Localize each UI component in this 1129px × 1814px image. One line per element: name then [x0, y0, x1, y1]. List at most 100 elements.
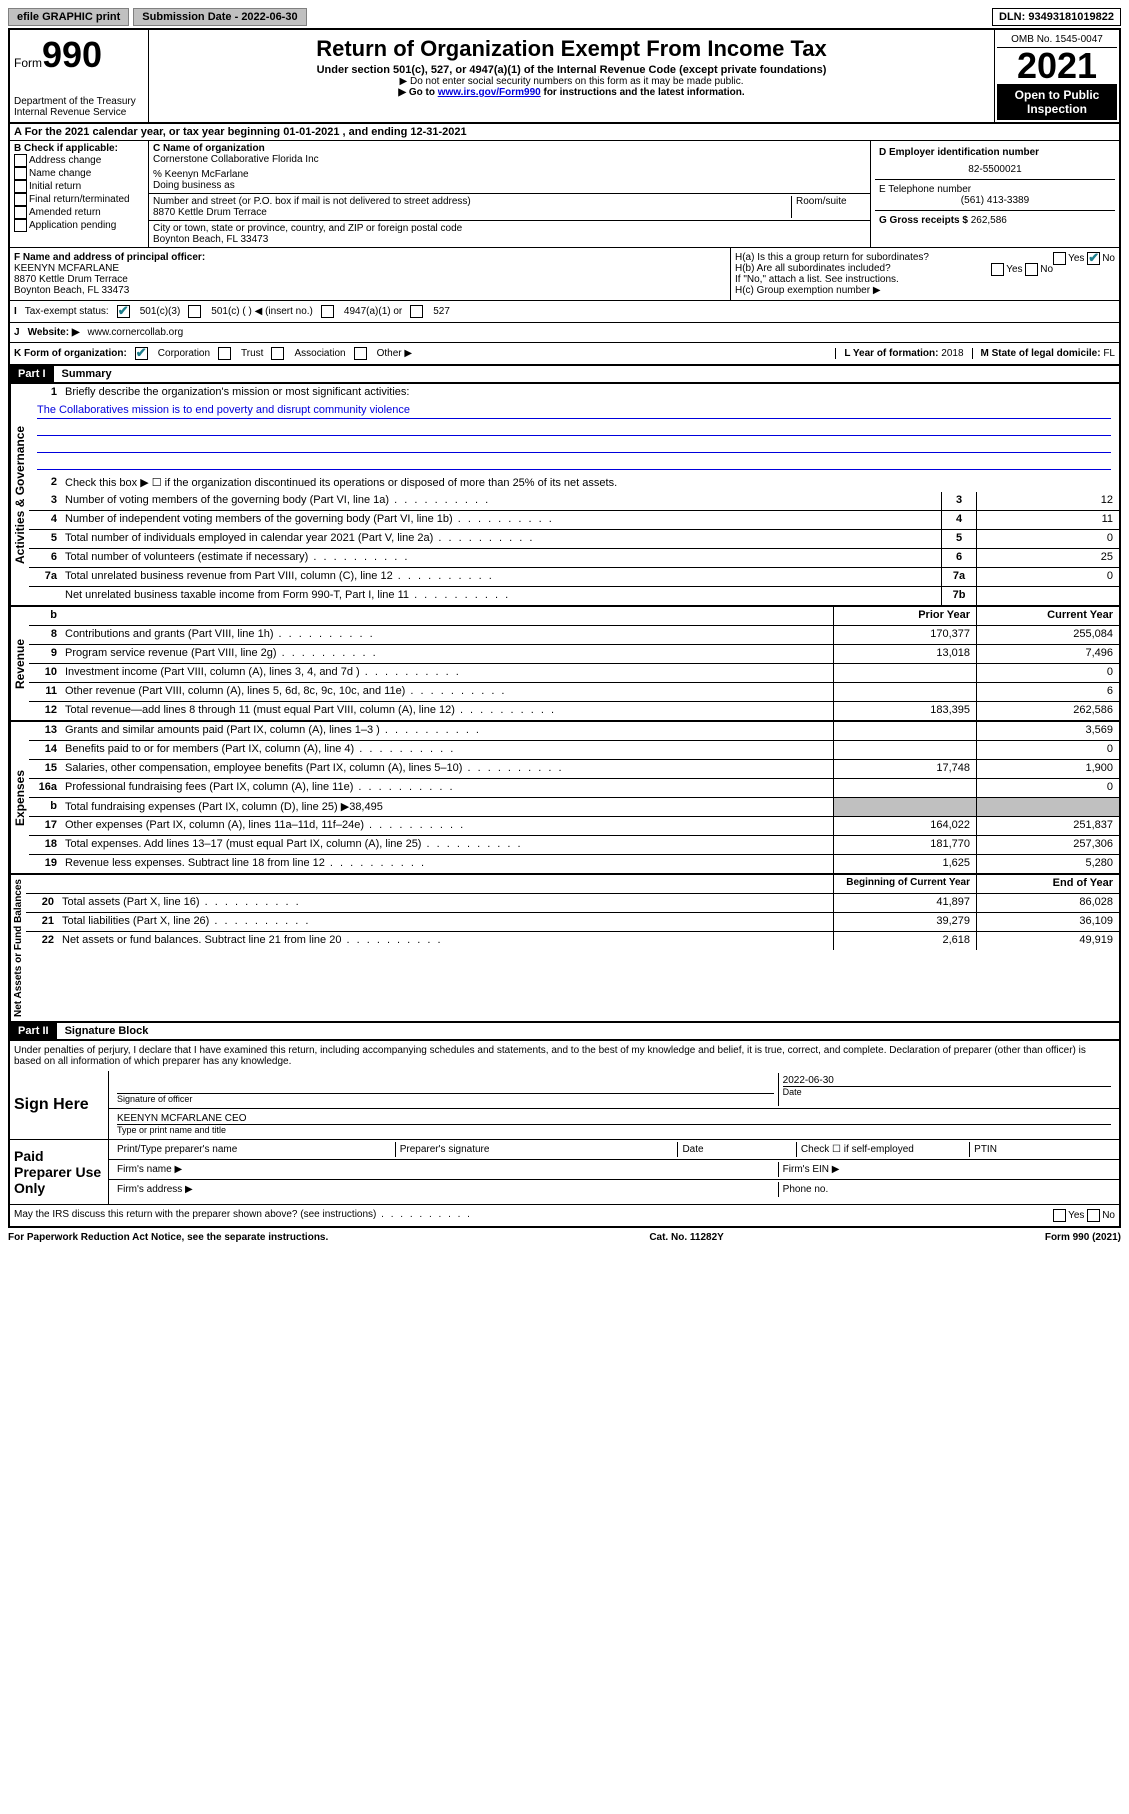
mission-blank	[37, 455, 1111, 470]
firm-addr-label: Firm's address ▶	[113, 1182, 779, 1197]
vert-governance: Activities & Governance	[10, 384, 29, 605]
line-num: 19	[29, 855, 61, 873]
prior-value: 13,018	[833, 645, 976, 663]
check-address[interactable]	[14, 154, 27, 167]
ha-yes[interactable]	[1053, 252, 1066, 265]
check-assoc[interactable]	[271, 347, 284, 360]
line-box: 5	[941, 530, 976, 548]
street-address: 8870 Kettle Drum Terrace	[153, 207, 791, 218]
gross-receipts-label: G Gross receipts $	[879, 215, 968, 226]
check-other[interactable]	[354, 347, 367, 360]
rev-section: Revenue b Prior Year Current Year 8 Cont…	[8, 607, 1121, 722]
current-value: 6	[976, 683, 1119, 701]
line-value: 11	[976, 511, 1119, 529]
efile-button[interactable]: efile GRAPHIC print	[8, 8, 129, 26]
discuss-label: May the IRS discuss this return with the…	[14, 1209, 472, 1222]
prior-value	[833, 683, 976, 701]
line-box: 7b	[941, 587, 976, 605]
line-desc: Total number of volunteers (estimate if …	[61, 549, 941, 567]
sign-here-label: Sign Here	[10, 1071, 109, 1139]
check-trust[interactable]	[218, 347, 231, 360]
instructions-link[interactable]: www.irs.gov/Form990	[438, 87, 541, 98]
prior-value: 170,377	[833, 626, 976, 644]
submission-date: Submission Date - 2022-06-30	[133, 8, 306, 26]
room-suite-label: Room/suite	[791, 196, 866, 218]
prior-value: 181,770	[833, 836, 976, 854]
check-amended[interactable]	[14, 206, 27, 219]
line-desc: Grants and similar amounts paid (Part IX…	[61, 722, 833, 740]
line-desc: Total assets (Part X, line 16)	[58, 894, 833, 912]
current-value: 7,496	[976, 645, 1119, 663]
discuss-no[interactable]	[1087, 1209, 1100, 1222]
note1: ▶ Do not enter social security numbers o…	[157, 76, 986, 87]
ha-label: H(a) Is this a group return for subordin…	[735, 252, 929, 263]
line-num: 6	[29, 549, 61, 567]
section-bcd: B Check if applicable: Address change Na…	[8, 141, 1121, 248]
line-desc: Net assets or fund balances. Subtract li…	[58, 932, 833, 950]
current-value: 257,306	[976, 836, 1119, 854]
discuss-yes[interactable]	[1053, 1209, 1066, 1222]
ein-label: D Employer identification number	[879, 147, 1111, 158]
begin-year-header: Beginning of Current Year	[833, 875, 976, 893]
ha-no[interactable]	[1087, 252, 1100, 265]
check-pending[interactable]	[14, 219, 27, 232]
check-501c[interactable]	[188, 305, 201, 318]
check-527[interactable]	[410, 305, 423, 318]
line-num	[29, 587, 61, 605]
website-url: www.cornercollab.org	[88, 327, 184, 338]
gov-section: Activities & Governance 1 Briefly descri…	[8, 384, 1121, 607]
section-klm: K Form of organization: Corporation Trus…	[8, 343, 1121, 366]
line-num: 8	[29, 626, 61, 644]
current-value: 3,569	[976, 722, 1119, 740]
check-initial[interactable]	[14, 180, 27, 193]
cat-no: Cat. No. 11282Y	[649, 1232, 723, 1243]
hc-label: H(c) Group exemption number ▶	[735, 285, 1115, 296]
check-4947[interactable]	[321, 305, 334, 318]
city-state-zip: Boynton Beach, FL 33473	[153, 234, 866, 245]
phone-label: E Telephone number	[879, 184, 1111, 195]
section-deg: D Employer identification number 82-5500…	[871, 141, 1119, 247]
form-number: 990	[42, 34, 102, 75]
line-num: 17	[29, 817, 61, 835]
check-final[interactable]	[14, 193, 27, 206]
line-desc: Salaries, other compensation, employee b…	[61, 760, 833, 778]
line-num: 10	[29, 664, 61, 682]
hb-yes[interactable]	[991, 263, 1004, 276]
line-box: 7a	[941, 568, 976, 586]
check-name[interactable]	[14, 167, 27, 180]
line2-text: Check this box ▶ ☐ if the organization d…	[61, 474, 1119, 492]
prior-value: 17,748	[833, 760, 976, 778]
line-value: 0	[976, 530, 1119, 548]
hb-no[interactable]	[1025, 263, 1038, 276]
section-f: F Name and address of principal officer:…	[10, 248, 731, 300]
footer: For Paperwork Reduction Act Notice, see …	[8, 1228, 1121, 1247]
line-desc: Total liabilities (Part X, line 26)	[58, 913, 833, 931]
prior-value: 41,897	[833, 894, 976, 912]
form-title: Return of Organization Exempt From Incom…	[157, 36, 986, 62]
sig-officer-label: Signature of officer	[117, 1093, 774, 1104]
sig-date-value: 2022-06-30	[783, 1075, 1111, 1086]
form-org-label: K Form of organization:	[14, 348, 127, 359]
prior-value: 39,279	[833, 913, 976, 931]
line-num: 14	[29, 741, 61, 759]
top-bar: efile GRAPHIC print Submission Date - 20…	[8, 8, 1121, 26]
line-num: 20	[26, 894, 58, 912]
line-num: 13	[29, 722, 61, 740]
part2-title: Signature Block	[57, 1023, 157, 1039]
check-501c3[interactable]	[117, 305, 130, 318]
year-formation-label: L Year of formation:	[844, 348, 938, 359]
firm-ein-label: Firm's EIN ▶	[779, 1162, 1115, 1177]
check-corp[interactable]	[135, 347, 148, 360]
prior-year-header: Prior Year	[833, 607, 976, 625]
line-num: 7a	[29, 568, 61, 586]
form-label: Form	[14, 56, 42, 70]
section-c: C Name of organization Cornerstone Colla…	[149, 141, 871, 247]
name-title-label: Type or print name and title	[117, 1124, 1111, 1135]
line-value: 25	[976, 549, 1119, 567]
line-num: 5	[29, 530, 61, 548]
current-value: 5,280	[976, 855, 1119, 873]
current-value: 86,028	[976, 894, 1119, 912]
prior-value	[833, 664, 976, 682]
ein-value: 82-5500021	[879, 164, 1111, 175]
dept-label: Department of the Treasury	[14, 96, 144, 107]
